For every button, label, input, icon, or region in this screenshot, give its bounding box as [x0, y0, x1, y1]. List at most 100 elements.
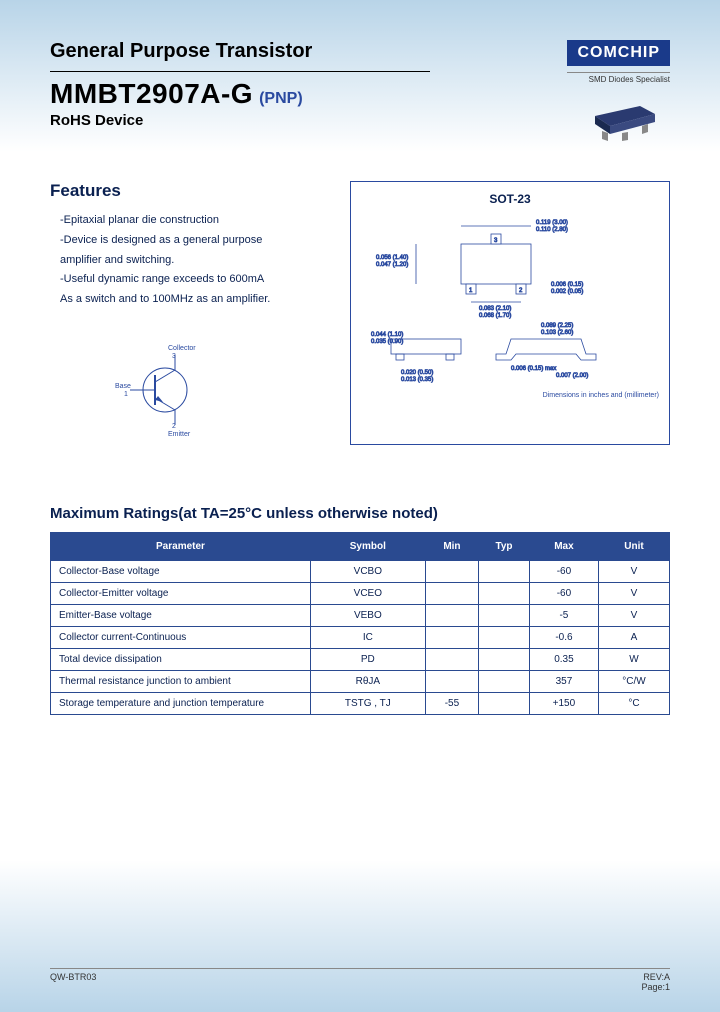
svg-text:0.013 (0.35): 0.013 (0.35)	[401, 377, 433, 383]
header: General Purpose Transistor MMBT2907A-G (…	[50, 40, 670, 146]
features-title: Features	[50, 181, 330, 201]
feature-item: -Epitaxial planar die construction	[50, 211, 330, 231]
table-cell	[425, 582, 478, 604]
table-cell: Collector-Emitter voltage	[51, 582, 311, 604]
svg-text:0.007 (2.00): 0.007 (2.00)	[556, 373, 588, 379]
table-cell: -5	[529, 604, 598, 626]
ratings-section: Maximum Ratings(at TA=25°C unless otherw…	[50, 505, 670, 715]
table-cell	[479, 582, 530, 604]
transistor-symbol-icon: Collector 3 Base 1 Emitter 2	[110, 340, 330, 445]
transistor-type: (PNP)	[259, 90, 303, 108]
svg-text:0.006 (0.15) max: 0.006 (0.15) max	[511, 366, 556, 372]
svg-text:0.044 (1.10): 0.044 (1.10)	[371, 332, 403, 338]
svg-text:0.035 (0.90): 0.035 (0.90)	[371, 339, 403, 345]
feature-item: As a switch and to 100MHz as an amplifie…	[50, 290, 330, 310]
feature-item: -Device is designed as a general purpose	[50, 231, 330, 251]
package-3d-icon	[567, 96, 670, 146]
table-header-row: Parameter Symbol Min Typ Max Unit	[51, 532, 670, 560]
part-row: MMBT2907A-G (PNP)	[50, 78, 567, 110]
table-cell: V	[599, 582, 670, 604]
svg-text:0.006 (0.15): 0.006 (0.15)	[551, 282, 583, 288]
table-cell: VCEO	[310, 582, 425, 604]
svg-text:0.047 (1.20): 0.047 (1.20)	[376, 262, 408, 268]
table-cell	[425, 626, 478, 648]
svg-text:1: 1	[124, 391, 128, 398]
table-row: Total device dissipationPD 0.35W	[51, 648, 670, 670]
table-cell	[479, 692, 530, 714]
table-row: Emitter-Base voltageVEBO -5V	[51, 604, 670, 626]
features-column: Features -Epitaxial planar die construct…	[50, 181, 330, 445]
table-cell: Total device dissipation	[51, 648, 311, 670]
table-cell: 357	[529, 670, 598, 692]
table-cell: Storage temperature and junction tempera…	[51, 692, 311, 714]
table-row: Collector-Base voltageVCBO-60V	[51, 560, 670, 582]
table-cell	[479, 604, 530, 626]
table-cell: VCBO	[310, 560, 425, 582]
table-cell	[479, 670, 530, 692]
rohs-label: RoHS Device	[50, 112, 567, 129]
footer-page: Page:1	[641, 982, 670, 992]
package-title: SOT-23	[361, 192, 659, 206]
table-cell: °C/W	[599, 670, 670, 692]
feature-item: -Useful dynamic range exceeds to 600mA	[50, 270, 330, 290]
table-cell: W	[599, 648, 670, 670]
feature-item: amplifier and switching.	[50, 251, 330, 271]
col-max: Max	[529, 532, 598, 560]
table-cell: -60	[529, 582, 598, 604]
table-cell: -0.6	[529, 626, 598, 648]
col-min: Min	[425, 532, 478, 560]
divider	[50, 71, 430, 72]
left-header: General Purpose Transistor MMBT2907A-G (…	[50, 40, 567, 129]
col-symbol: Symbol	[310, 532, 425, 560]
svg-text:2: 2	[172, 423, 176, 430]
content-row: Features -Epitaxial planar die construct…	[50, 181, 670, 445]
dimensions-footer: Dimensions in inches and (millimeter)	[361, 392, 659, 399]
table-cell: Collector-Base voltage	[51, 560, 311, 582]
table-cell: -60	[529, 560, 598, 582]
svg-text:0.110 (2.80): 0.110 (2.80)	[536, 227, 568, 233]
ratings-title: Maximum Ratings(at TA=25°C unless otherw…	[50, 505, 670, 522]
table-cell: PD	[310, 648, 425, 670]
table-row: Collector-Emitter voltageVCEO -60V	[51, 582, 670, 604]
col-typ: Typ	[479, 532, 530, 560]
category-title: General Purpose Transistor	[50, 40, 567, 63]
svg-text:Emitter: Emitter	[168, 431, 191, 438]
table-cell	[425, 648, 478, 670]
table-cell: V	[599, 604, 670, 626]
svg-text:Base: Base	[115, 383, 131, 390]
svg-text:0.068 (1.70): 0.068 (1.70)	[479, 313, 511, 319]
svg-text:0.103 (2.60): 0.103 (2.60)	[541, 330, 573, 336]
svg-text:0.020 (0.50): 0.020 (0.50)	[401, 370, 433, 376]
table-cell: RθJA	[310, 670, 425, 692]
svg-text:3: 3	[172, 353, 176, 360]
ratings-table: Parameter Symbol Min Typ Max Unit Collec…	[50, 532, 670, 715]
table-cell	[479, 560, 530, 582]
table-cell: Emitter-Base voltage	[51, 604, 311, 626]
table-row: Storage temperature and junction tempera…	[51, 692, 670, 714]
col-parameter: Parameter	[51, 532, 311, 560]
svg-text:Collector: Collector	[168, 345, 196, 352]
table-cell: 0.35	[529, 648, 598, 670]
logo-block: COMCHIP SMD Diodes Specialist	[567, 40, 670, 146]
table-row: Thermal resistance junction to ambientRθ…	[51, 670, 670, 692]
footer-rev: REV:A	[643, 972, 670, 982]
table-cell: TSTG , TJ	[310, 692, 425, 714]
company-logo: COMCHIP	[567, 40, 670, 66]
table-cell	[479, 626, 530, 648]
svg-text:0.119 (3.00): 0.119 (3.00)	[536, 220, 568, 226]
table-cell	[425, 604, 478, 626]
table-cell: VEBO	[310, 604, 425, 626]
logo-subtitle: SMD Diodes Specialist	[567, 72, 670, 84]
table-cell: A	[599, 626, 670, 648]
table-cell: +150	[529, 692, 598, 714]
table-cell: Collector current-Continuous	[51, 626, 311, 648]
footer-right: REV:A Page:1	[641, 972, 670, 992]
table-cell: IC	[310, 626, 425, 648]
svg-text:0.089 (2.25): 0.089 (2.25)	[541, 323, 573, 329]
svg-text:0.056 (1.40): 0.056 (1.40)	[376, 255, 408, 261]
table-cell	[425, 670, 478, 692]
svg-text:0.002 (0.05): 0.002 (0.05)	[551, 289, 583, 295]
dimensions-box: SOT-23 3 1 2 0.119 (3.00) 0.110 (2.80)	[350, 181, 670, 445]
svg-text:0.083 (2.10): 0.083 (2.10)	[479, 306, 511, 312]
table-cell	[479, 648, 530, 670]
